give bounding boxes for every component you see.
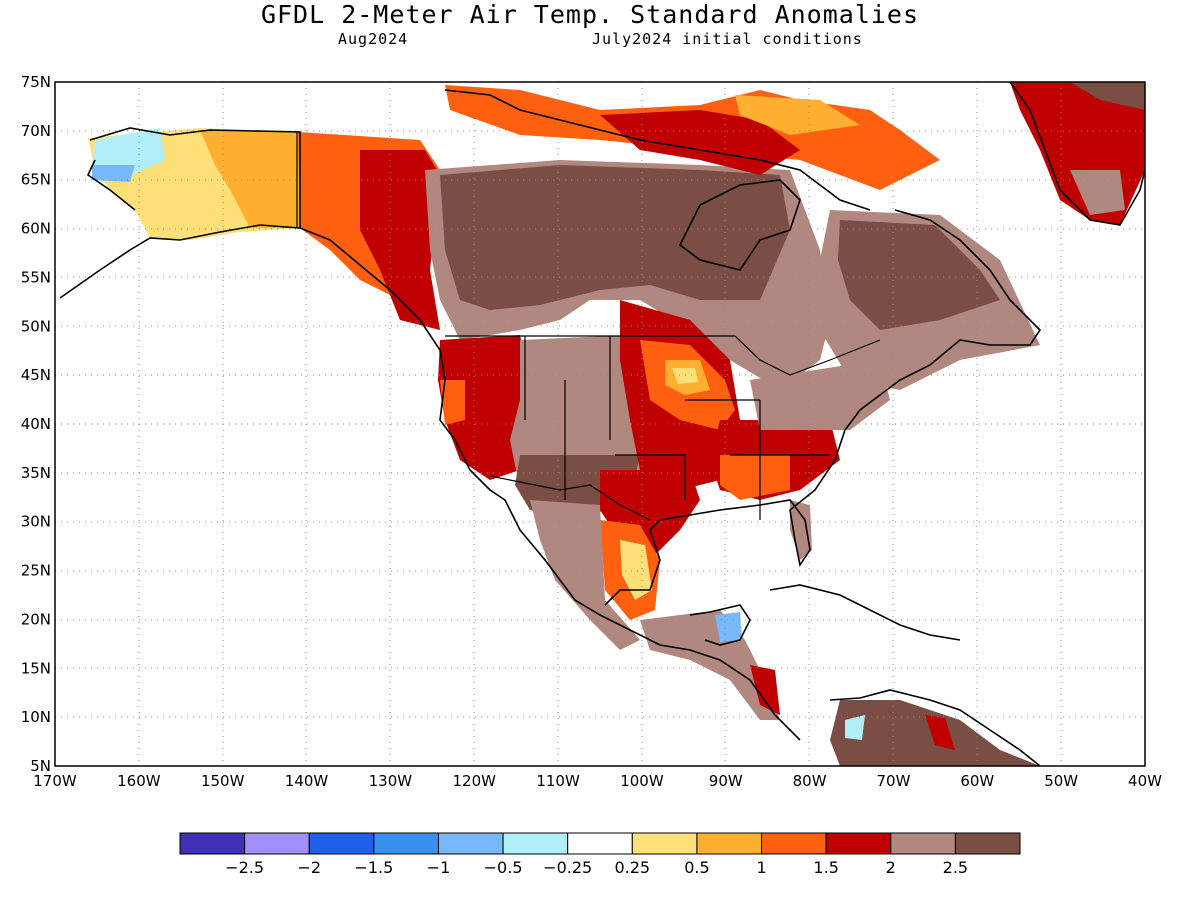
- lat-tick-label: 70N: [21, 122, 51, 140]
- region-mexico-east-mild: [620, 540, 652, 600]
- lon-tick-label: 80W: [793, 772, 827, 790]
- lat-tick-label: 15N: [21, 659, 51, 677]
- lon-tick-label: 170W: [33, 772, 77, 790]
- map-panel: [54, 81, 1146, 767]
- lat-tick-label: 30N: [21, 513, 51, 531]
- region-arctic-islands-mild: [735, 95, 860, 135]
- latitude-axis: 75N 70N 65N 60N 55N 50N 45N 40N 35N 30N 25N 20N 15N 1…: [21, 73, 51, 775]
- colorbar-swatch: [696, 832, 763, 855]
- lon-tick-label: 60W: [960, 772, 994, 790]
- lat-tick-label: 20N: [21, 610, 51, 628]
- colorbar-tick-label: 1: [756, 858, 766, 877]
- colorbar-swatch: [825, 832, 892, 855]
- colorbar-swatch: [631, 832, 698, 855]
- region-alaska-cold: [92, 165, 135, 182]
- region-greenland-brown: [1070, 170, 1125, 215]
- colorbar-tick-label: −1: [427, 858, 451, 877]
- colorbar-swatch: [954, 832, 1021, 855]
- map-gridlines: [55, 82, 1145, 766]
- anomaly-shading: [88, 82, 1145, 766]
- longitude-axis: 170W 160W 150W 140W 130W 120W 110W 100W 90W 80W 70…: [33, 772, 1162, 790]
- region-alaska-east: [200, 130, 300, 228]
- lon-tick-label: 40W: [1128, 772, 1162, 790]
- colorbar-tick-label: −2: [297, 858, 321, 877]
- lon-tick-label: 120W: [452, 772, 496, 790]
- colorbar-swatch: [502, 832, 569, 855]
- lat-tick-label: 25N: [21, 562, 51, 580]
- lon-tick-label: 100W: [620, 772, 664, 790]
- lon-tick-label: 140W: [285, 772, 329, 790]
- lat-tick-label: 40N: [21, 415, 51, 433]
- colorbar-swatch: [437, 832, 504, 855]
- colorbar-tick-label: −0.25: [543, 858, 592, 877]
- region-central-america-warm: [750, 665, 780, 715]
- region-mexico-west: [530, 500, 640, 650]
- lon-tick-label: 70W: [877, 772, 911, 790]
- colorbar-tick-label: −0.5: [484, 858, 523, 877]
- colorbar-swatch: [179, 832, 246, 855]
- lon-tick-label: 130W: [369, 772, 413, 790]
- colorbar-swatch: [373, 832, 439, 855]
- colorbar-tick-label: 1.5: [813, 858, 838, 877]
- lat-tick-label: 10N: [21, 708, 51, 726]
- region-greenland-north: [1070, 82, 1145, 110]
- initial-conditions-label: July2024 initial conditions: [592, 30, 863, 48]
- lat-tick-label: 35N: [21, 464, 51, 482]
- region-eastern-canada-core: [838, 220, 1000, 330]
- region-bc-coast: [360, 150, 440, 330]
- colorbar-tick-label: 0.25: [614, 858, 650, 877]
- lon-tick-label: 160W: [117, 772, 161, 790]
- coastlines: [59, 82, 1145, 766]
- region-central-america: [640, 610, 780, 720]
- lat-tick-label: 50N: [21, 317, 51, 335]
- map-border: [54, 81, 1146, 767]
- region-us-northeast: [750, 360, 890, 430]
- lon-tick-label: 150W: [201, 772, 245, 790]
- lat-tick-label: 5N: [30, 757, 51, 775]
- colorbar-swatch: [567, 832, 633, 855]
- colorbar: −2.5 −2 −1.5 −1 −0.5 −0.25 0.25 0.5 1 1.5 2 2.5: [179, 832, 1021, 877]
- lon-tick-label: 110W: [536, 772, 580, 790]
- colorbar-tick-label: 2: [886, 858, 896, 877]
- region-south-america-cool: [845, 715, 865, 740]
- lon-tick-label: 50W: [1044, 772, 1078, 790]
- colorbar-swatch: [244, 832, 310, 855]
- lat-tick-label: 60N: [21, 220, 51, 238]
- region-south-america-warm: [925, 715, 955, 750]
- region-us-midwest-warm: [672, 368, 698, 384]
- political-boundaries: [296, 132, 881, 521]
- region-us-west-coast: [440, 380, 465, 425]
- colorbar-tick-label: 0.5: [684, 858, 709, 877]
- colorbar-tick-label: −1.5: [354, 858, 393, 877]
- lat-tick-label: 65N: [21, 171, 51, 189]
- lon-tick-label: 90W: [709, 772, 743, 790]
- region-canada-interior-core: [440, 165, 790, 310]
- colorbar-swatch: [761, 832, 827, 855]
- chart-title: GFDL 2-Meter Air Temp. Standard Anomalie…: [260, 0, 920, 29]
- colorbar-swatch: [308, 832, 375, 855]
- colorbar-swatch: [890, 832, 956, 855]
- colorbar-tick-label: −2.5: [225, 858, 264, 877]
- forecast-month-label: Aug2024: [338, 30, 409, 48]
- colorbar-tick-label: 2.5: [943, 858, 968, 877]
- lat-tick-label: 75N: [21, 73, 51, 91]
- lat-tick-label: 45N: [21, 366, 51, 384]
- region-us-southeast-inner: [720, 455, 790, 500]
- lat-tick-label: 55N: [21, 268, 51, 286]
